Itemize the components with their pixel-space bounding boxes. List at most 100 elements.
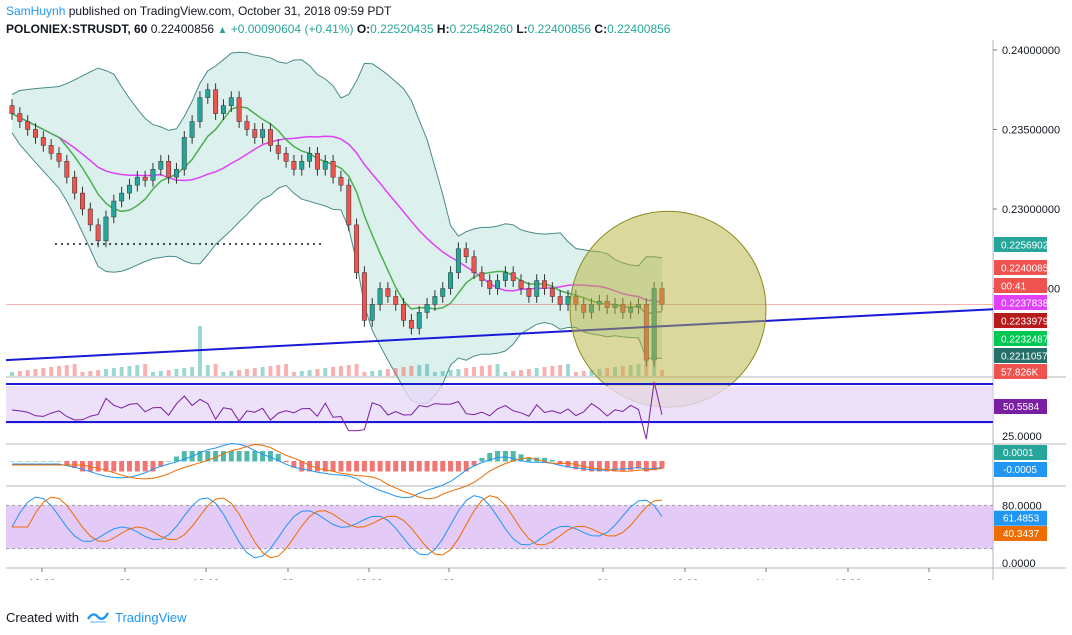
candle-body <box>385 288 391 297</box>
candle-body <box>502 272 508 281</box>
volume-bar <box>213 364 218 376</box>
macd-histogram-bar <box>596 461 602 472</box>
macd-histogram-bar <box>479 457 485 462</box>
macd-histogram-bar <box>142 461 148 472</box>
volume-bar <box>25 370 30 376</box>
rsi-band <box>6 386 993 424</box>
rsi-axis-tick-label: 25.0000 <box>1002 431 1042 443</box>
price-label-badge <box>994 237 1047 252</box>
volume-bar <box>64 365 69 376</box>
price-label-text: 0.22378388 <box>1001 299 1054 310</box>
trading-chart[interactable]: 0.240000000.235000000.230000000.22500000… <box>0 40 1072 580</box>
volume-bar <box>385 369 390 376</box>
candle-body <box>534 280 540 297</box>
highlight-circle <box>569 210 767 408</box>
macd-histogram-bar <box>205 451 211 462</box>
volume-bar <box>464 368 469 376</box>
candle-body <box>56 153 62 162</box>
author-link[interactable]: SamHuynh <box>6 4 66 18</box>
candle-body <box>330 161 336 178</box>
open-label: O: <box>356 22 371 36</box>
macd-histogram-bar <box>346 461 352 472</box>
high-label: H: <box>436 22 450 36</box>
change-arrow-icon: ▲ <box>217 25 228 36</box>
candle-body <box>291 161 297 170</box>
macd-histogram-bar <box>275 453 281 462</box>
price-label-text: 57.826K <box>1001 368 1039 379</box>
candle-body <box>440 288 446 297</box>
macd-histogram-bar <box>620 461 626 472</box>
volume-bar <box>472 367 477 376</box>
stoch-k-line <box>11 495 663 559</box>
bollinger-band-fill <box>12 52 662 404</box>
candle-body <box>432 296 438 305</box>
candle-body <box>416 312 422 329</box>
candle-body <box>314 153 320 170</box>
candle-body <box>25 121 31 130</box>
candle-body <box>338 176 344 186</box>
candle-body <box>64 161 70 178</box>
macd-histogram-bar <box>557 461 563 465</box>
volume-bar <box>487 365 492 376</box>
volume-bar <box>456 369 461 376</box>
volume-bar <box>10 372 14 376</box>
price-label-text: 0.22400856 <box>1001 264 1054 275</box>
last-price: 0.22400856 <box>150 22 215 36</box>
candle-body <box>307 153 313 162</box>
macd-histogram-bar <box>432 461 438 472</box>
volume-bar <box>401 367 406 376</box>
candle-body <box>495 280 500 289</box>
macd-histogram-bar <box>299 461 305 472</box>
time-axis-tick-label: 12:00 <box>28 578 56 580</box>
volume-bar <box>276 365 281 376</box>
macd-histogram-bar <box>9 461 15 462</box>
candle-body <box>244 121 250 130</box>
volume-bar <box>119 367 124 376</box>
candle-body <box>346 184 352 226</box>
candle-body <box>424 304 430 313</box>
volume-bar <box>409 366 414 376</box>
rsi-line <box>11 381 663 440</box>
time-axis-tick-label: 12:00 <box>671 578 699 580</box>
macd-histogram-bar <box>455 461 461 472</box>
macd-histogram-bar <box>628 461 634 471</box>
volume-bar <box>49 367 54 376</box>
candle-body <box>40 137 46 146</box>
high-value: 0.22548260 <box>449 22 513 36</box>
macd-histogram-bar <box>181 451 187 462</box>
tradingview-brand-link[interactable]: TradingView <box>114 610 187 625</box>
candle-body <box>463 248 469 257</box>
macd-histogram-bar <box>322 461 328 472</box>
macd-histogram-bar <box>173 456 179 462</box>
stoch-value-badge <box>994 510 1047 526</box>
macd-histogram-bar <box>612 461 618 472</box>
macd-value-badge <box>994 462 1047 477</box>
macd-histogram-bar <box>330 461 336 472</box>
candle-body <box>189 121 195 138</box>
time-axis-tick-label: 12:00 <box>834 578 862 580</box>
close-value: 0.22400856 <box>607 22 671 36</box>
time-axis-tick-label: 28 <box>119 578 131 580</box>
volume-bar <box>432 372 437 376</box>
volume-bar <box>511 371 516 376</box>
stoch-value-text: 61.4853 <box>1003 514 1040 525</box>
macd-histogram-bar <box>636 461 642 469</box>
macd-histogram-bar <box>17 461 23 462</box>
low-label: L: <box>516 22 528 36</box>
price-label-text: 0.22339799 <box>1001 317 1054 328</box>
publish-info: SamHuynh published on TradingView.com, O… <box>6 4 391 18</box>
macd-histogram-bar <box>32 461 38 462</box>
candle-body <box>166 161 172 178</box>
macd-value-text: -0.0005 <box>1003 465 1037 476</box>
price-label-badge <box>994 278 1047 293</box>
trendline <box>5 308 994 362</box>
candle-body <box>275 145 281 154</box>
candle-body <box>150 168 156 181</box>
volume-bar <box>566 364 571 376</box>
volume-bar <box>182 368 187 376</box>
volume-bar <box>448 370 453 376</box>
price-label-badge <box>994 295 1047 310</box>
volume-bar <box>260 367 265 376</box>
macd-histogram-bar <box>134 461 140 472</box>
candle-body <box>393 296 399 305</box>
